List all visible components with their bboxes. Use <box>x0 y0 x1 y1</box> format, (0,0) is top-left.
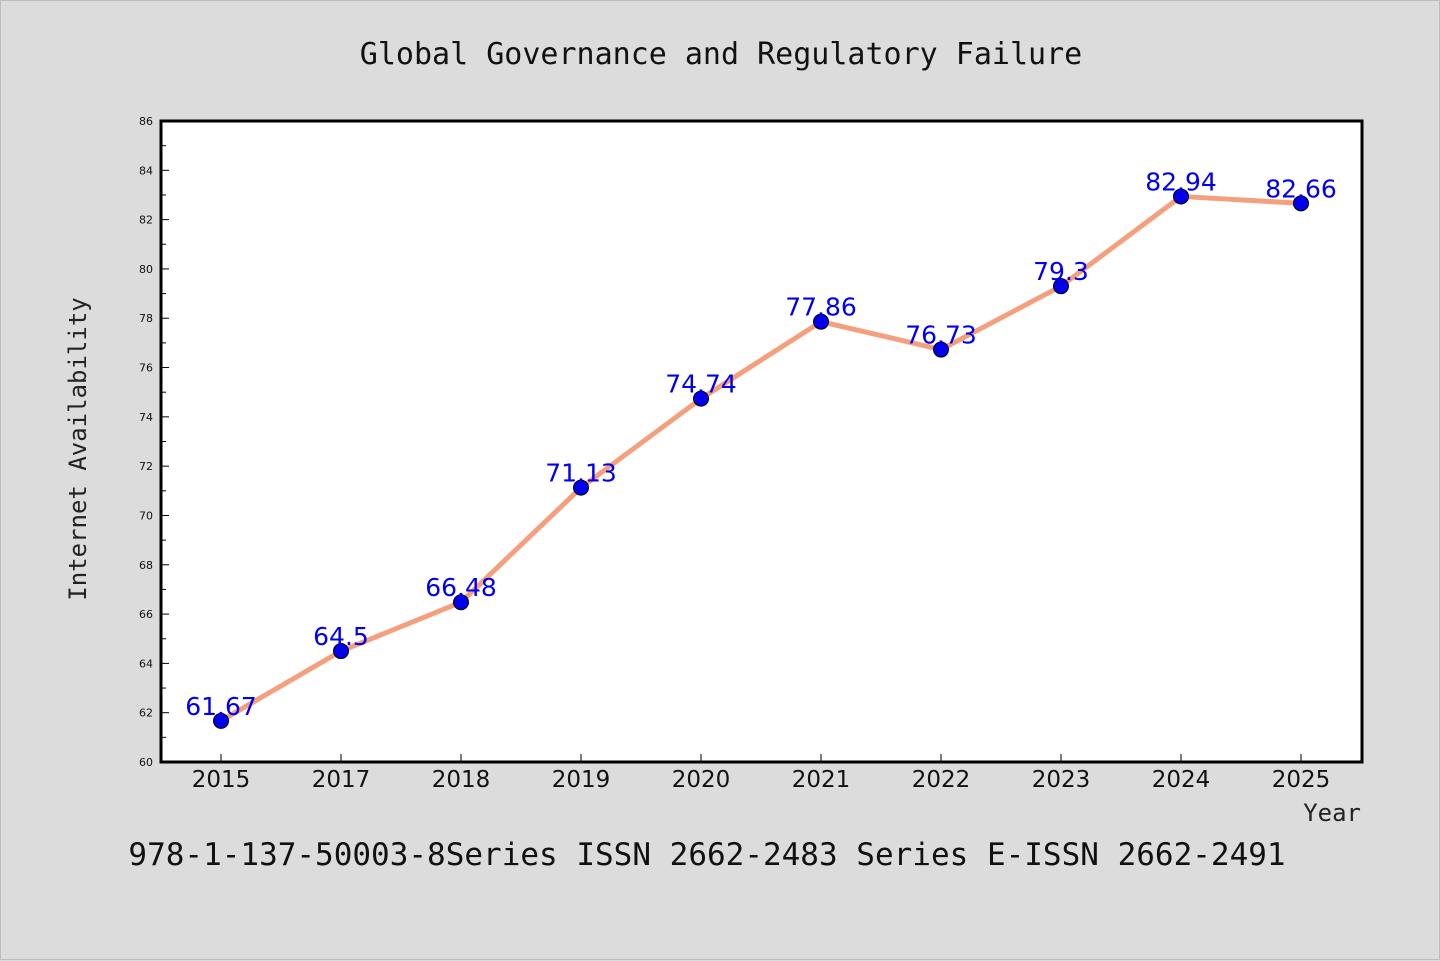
x-axis: 2015 2017 2018 2019 2020 2021 2022 2023 2024 2025 <box>192 754 1331 793</box>
data-point <box>1053 278 1069 295</box>
y-tick-label: 80 <box>139 263 153 276</box>
data-point <box>213 712 229 729</box>
data-label: 61.67 <box>185 692 257 721</box>
data-label: 77.86 <box>785 293 857 322</box>
data-label: 71.13 <box>545 459 617 488</box>
data-point <box>933 341 949 358</box>
data-point <box>1173 188 1189 205</box>
data-label: 82.66 <box>1265 174 1337 203</box>
x-tick-label: 2021 <box>792 767 851 793</box>
y-axis-label: Internet Availability <box>64 297 92 600</box>
data-point <box>1293 195 1309 212</box>
data-label: 79.3 <box>1033 257 1089 286</box>
y-tick-label: 72 <box>139 460 153 473</box>
data-label: 82.94 <box>1145 167 1217 196</box>
data-point <box>693 390 709 407</box>
y-tick-label: 74 <box>139 411 153 424</box>
data-point <box>813 313 829 330</box>
plot-area <box>159 119 1364 764</box>
y-tick-label: 76 <box>139 362 153 375</box>
data-label: 76.73 <box>905 321 977 350</box>
x-tick-label: 2015 <box>192 767 251 793</box>
x-tick-label: 2018 <box>432 767 491 793</box>
x-tick-label: 2017 <box>312 767 371 793</box>
y-axis: 60 62 64 66 68 70 72 74 76 78 80 82 84 86 <box>139 115 169 769</box>
x-tick-label: 2022 <box>912 767 971 793</box>
x-tick-label: 2019 <box>552 767 611 793</box>
x-tick-label: 2020 <box>672 767 731 793</box>
data-labels: 61.67 64.5 66.48 71.13 74.74 77.86 76.73 79.3 82… <box>185 167 1337 720</box>
y-tick-label: 66 <box>139 608 153 621</box>
series-line <box>218 193 1304 724</box>
y-tick-label: 70 <box>139 509 153 522</box>
chart-title: Global Governance and Regulatory Failure <box>360 37 1082 72</box>
y-tick-label: 82 <box>139 214 153 227</box>
data-point <box>573 479 589 496</box>
data-point <box>333 643 349 660</box>
x-axis-label: Year <box>1303 799 1361 827</box>
data-label: 66.48 <box>425 573 497 602</box>
y-tick-label: 68 <box>139 559 153 572</box>
data-point <box>453 594 469 611</box>
y-tick-label: 84 <box>139 164 153 177</box>
y-tick-label: 86 <box>139 115 153 128</box>
data-label: 64.5 <box>313 622 369 651</box>
y-tick-label: 64 <box>139 657 153 670</box>
footer-isbn-issn: 978-1-137-50003-8Series ISSN 2662-2483 S… <box>128 837 1285 873</box>
series-group <box>213 188 1309 729</box>
x-tick-label: 2024 <box>1152 767 1211 793</box>
x-tick-label: 2023 <box>1032 767 1091 793</box>
y-tick-label: 62 <box>139 707 153 720</box>
y-tick-label: 78 <box>139 312 153 325</box>
data-label: 74.74 <box>665 370 737 399</box>
y-tick-label: 60 <box>139 756 153 769</box>
x-tick-label: 2025 <box>1272 767 1331 793</box>
